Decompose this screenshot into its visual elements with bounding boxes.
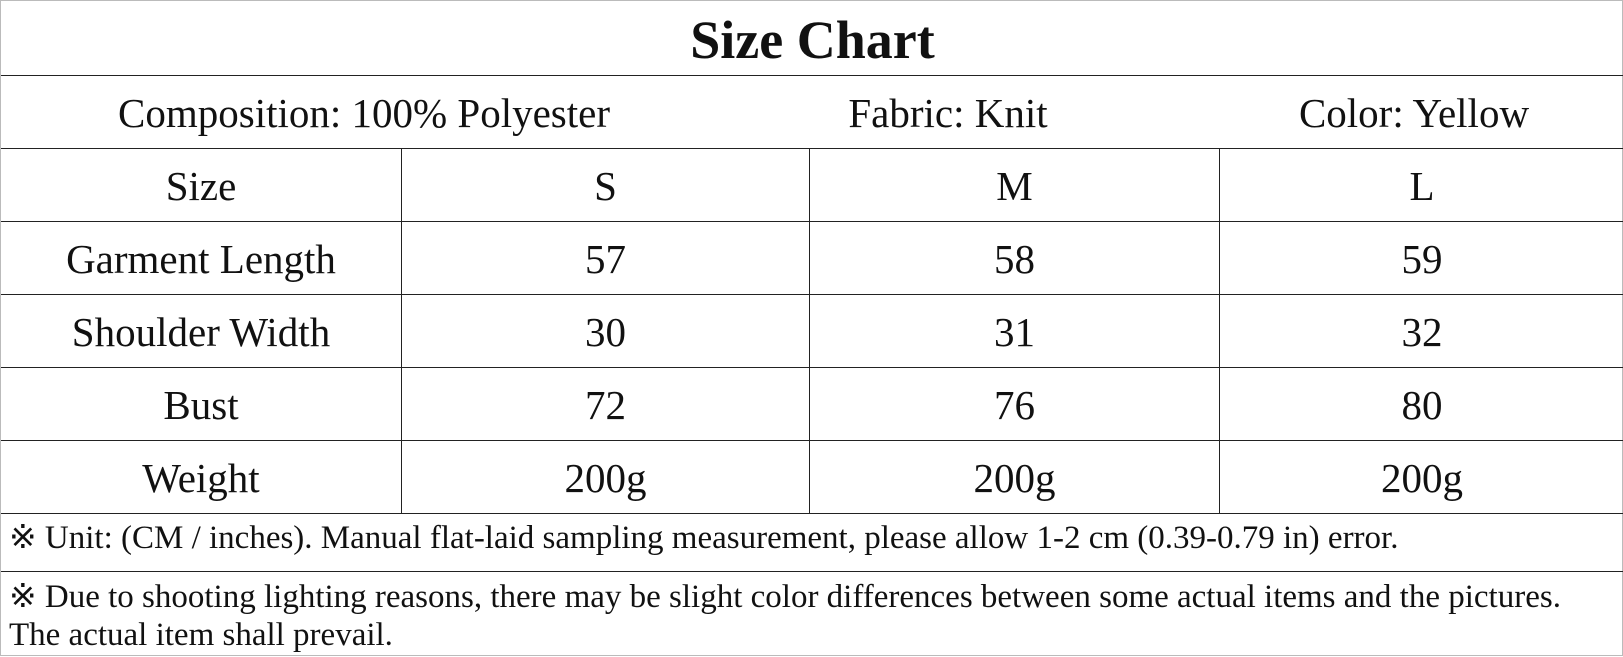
cell-value: 30 <box>401 295 809 367</box>
cell-value: 57 <box>401 222 809 294</box>
row-label: Bust <box>163 382 239 428</box>
cell-value: 80 <box>1219 368 1623 440</box>
header-row: Size S M L <box>1 149 1623 222</box>
cell-value: S <box>401 149 809 221</box>
fabric: Fabric: Knit <box>848 90 1048 136</box>
cell-value: L <box>1219 149 1623 221</box>
cell-value: 72 <box>401 368 809 440</box>
note: ※ Due to shooting lighting reasons, ther… <box>9 579 1561 653</box>
note: ※ Unit: (CM / inches). Manual flat-laid … <box>1 513 1623 572</box>
chart-title: Size Chart <box>1 1 1623 76</box>
cell-value: 76 <box>809 368 1219 440</box>
cell-value: 58 <box>809 222 1219 294</box>
row-label: Garment Length <box>66 236 336 282</box>
composition: Composition: 100% Polyester <box>118 90 610 136</box>
color: Color: Yellow <box>1298 90 1530 136</box>
cell-value: M <box>809 149 1219 221</box>
cell-value: 31 <box>809 295 1219 367</box>
table-row: Weight 200g 200g 200g <box>1 441 1623 514</box>
row-label: Weight <box>142 455 260 501</box>
row-label: Shoulder Width <box>71 309 331 355</box>
cell-value: 59 <box>1219 222 1623 294</box>
info-row: Composition: 100% Polyester Fabric: Knit… <box>1 76 1623 149</box>
row-label: Size <box>165 163 237 209</box>
cell-value: 200g <box>401 441 809 513</box>
cell-value: 200g <box>1219 441 1623 513</box>
table-row: Garment Length 57 58 59 <box>1 222 1623 295</box>
cell-value: 200g <box>809 441 1219 513</box>
table-row: Shoulder Width 30 31 32 <box>1 295 1623 368</box>
cell-value: 32 <box>1219 295 1623 367</box>
table-row: Bust 72 76 80 <box>1 368 1623 441</box>
